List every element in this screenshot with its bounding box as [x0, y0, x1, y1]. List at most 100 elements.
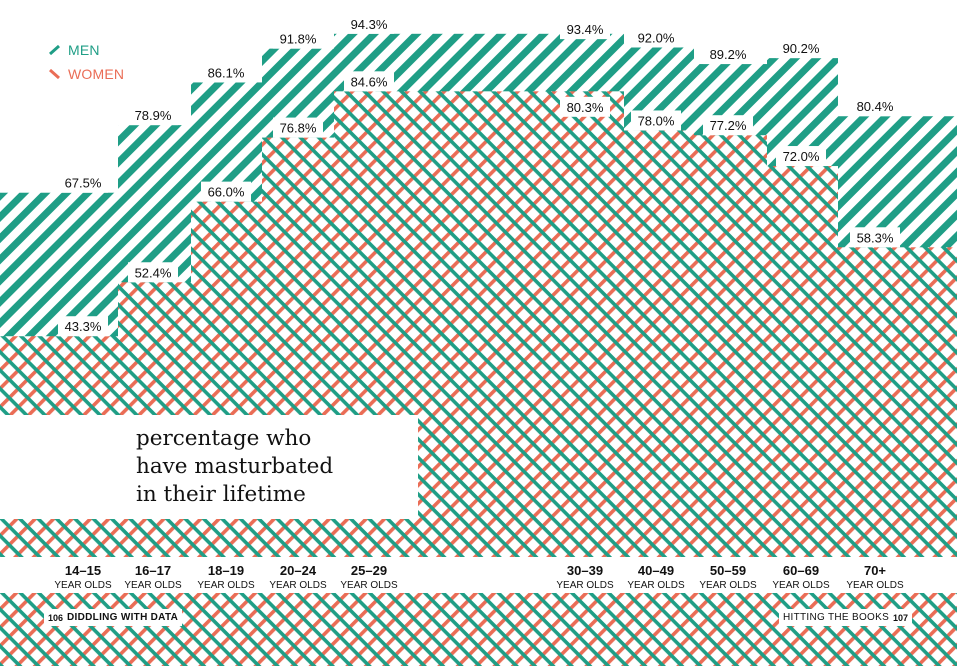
women-value-label-4-text: 84.6% [351, 74, 388, 89]
women-value-label-6-text: 78.0% [638, 113, 675, 128]
women-value-label-7: 77.2% [703, 115, 753, 136]
footer-right: HITTING THE BOOKS 107 [779, 609, 913, 626]
men-value-label-9-text: 80.4% [857, 99, 894, 114]
women-value-label-3-text: 76.8% [280, 121, 317, 136]
women-value-label-6-bg [631, 110, 681, 131]
women-value-label-8-text: 72.0% [783, 149, 820, 164]
women-bar-6 [624, 130, 694, 593]
chart-caption: percentage who have masturbated in their… [136, 425, 416, 509]
legend-swatch-women [49, 69, 60, 79]
section-title-left: DIDDLING WITH DATA [67, 612, 179, 623]
category-sublabel-5: YEAR OLDS [556, 580, 614, 591]
men-value-label-3-text: 91.8% [280, 32, 317, 47]
page-number-right: 107 [893, 612, 909, 623]
women-value-label-8-bg [776, 146, 826, 167]
category-sublabel-1: YEAR OLDS [124, 580, 182, 591]
category-label-7: 50–59 [710, 563, 746, 578]
legend: MEN WOMEN [48, 38, 124, 86]
category-sublabel-3: YEAR OLDS [269, 580, 327, 591]
category-sublabel-4: YEAR OLDS [340, 580, 398, 591]
men-value-label-0-text: 67.5% [65, 176, 102, 191]
men-value-label-8-bg [776, 38, 826, 59]
women-bar-7 [694, 135, 767, 594]
women-value-label-4-bg [344, 71, 394, 92]
category-label-8: 60–69 [783, 563, 819, 578]
category-label-1: 16–17 [135, 563, 171, 578]
women-value-label-1-bg [128, 262, 178, 283]
category-sublabel-2: YEAR OLDS [197, 580, 255, 591]
category-sublabel-0: YEAR OLDS [54, 580, 112, 591]
women-value-label-3-bg [273, 117, 323, 138]
men-value-label-0-bg [58, 172, 108, 193]
women-value-label-9: 58.3% [850, 227, 900, 248]
men-value-label-4-bg [344, 13, 394, 34]
women-bar-2 [191, 201, 262, 593]
women-value-label-3: 76.8% [273, 117, 323, 138]
category-label-2: 18–19 [208, 563, 244, 578]
women-value-label-9-bg [850, 227, 900, 248]
men-value-label-1: 78.9% [128, 105, 178, 126]
category-label-9: 70+ [864, 563, 886, 578]
men-value-label-4: 94.3% [344, 13, 394, 34]
category-label-3: 20–24 [280, 563, 317, 578]
caption-line-3: in their lifetime [136, 482, 306, 507]
women-value-label-0-text: 43.3% [65, 319, 102, 334]
men-value-label-5-text: 93.4% [567, 22, 604, 37]
men-value-label-2: 86.1% [201, 62, 251, 83]
women-value-label-7-text: 77.2% [710, 118, 747, 133]
women-value-label-1: 52.4% [128, 262, 178, 283]
caption-box [0, 415, 418, 519]
value-labels: 67.5% 78.9% 86.1% 91.8% 94.3% 93.4% 92.0% 89.2%… [58, 13, 900, 337]
men-value-label-5: 93.4% [560, 19, 610, 40]
women-bar-3 [262, 137, 334, 594]
men-value-label-7-bg [703, 44, 753, 65]
women-value-label-8: 72.0% [776, 146, 826, 167]
men-value-label-6-bg [631, 27, 681, 48]
caption-line-1: percentage who [136, 426, 312, 451]
men-value-label-6-text: 92.0% [638, 30, 675, 45]
category-sublabel-9: YEAR OLDS [846, 580, 904, 591]
category-sublabel-7: YEAR OLDS [699, 580, 757, 591]
women-value-label-5-text: 80.3% [567, 100, 604, 115]
men-value-label-8-text: 90.2% [783, 41, 820, 56]
women-value-label-1-text: 52.4% [135, 265, 172, 280]
x-axis: 14–15 YEAR OLDS 16–17 YEAR OLDS 18–19 YEAR OL… [0, 557, 957, 593]
men-value-label-7: 89.2% [703, 44, 753, 65]
women-value-label-2-text: 66.0% [208, 185, 245, 200]
bottom-pattern-band [0, 593, 957, 666]
women-bar-9 [838, 247, 957, 593]
category-label-0: 14–15 [65, 563, 101, 578]
men-value-label-2-text: 86.1% [208, 65, 245, 80]
legend-swatch-men [49, 45, 60, 55]
legend-item-men: MEN [48, 38, 124, 62]
women-value-label-0: 43.3% [58, 316, 108, 337]
legend-label-women: WOMEN [68, 66, 125, 82]
men-value-label-5-bg [560, 19, 610, 40]
category-sublabel-6: YEAR OLDS [627, 580, 685, 591]
men-value-label-1-bg [128, 105, 178, 126]
men-value-label-3: 91.8% [273, 28, 323, 49]
men-value-label-4-text: 94.3% [351, 17, 388, 32]
women-value-label-2: 66.0% [201, 181, 251, 202]
caption-line-2: have masturbated [136, 454, 334, 479]
men-value-label-1-text: 78.9% [135, 108, 172, 123]
men-value-label-3-bg [273, 28, 323, 49]
legend-item-women: WOMEN [48, 62, 124, 86]
women-value-label-4: 84.6% [344, 71, 394, 92]
category-sublabel-8: YEAR OLDS [772, 580, 830, 591]
women-bar-8 [767, 166, 838, 594]
men-value-label-9-bg [850, 96, 900, 117]
men-value-label-9: 80.4% [850, 96, 900, 117]
men-value-label-6: 92.0% [631, 27, 681, 48]
women-value-label-0-bg [58, 316, 108, 337]
women-value-label-6: 78.0% [631, 110, 681, 131]
category-label-6: 40–49 [638, 563, 674, 578]
legend-label-men: MEN [68, 42, 100, 58]
women-value-label-5: 80.3% [560, 96, 610, 117]
men-value-label-7-text: 89.2% [710, 47, 747, 62]
section-title-right: HITTING THE BOOKS [783, 612, 890, 623]
footer-left: 106 DIDDLING WITH DATA [44, 609, 183, 626]
axis-strip [0, 557, 957, 593]
category-label-4: 25–29 [351, 563, 387, 578]
